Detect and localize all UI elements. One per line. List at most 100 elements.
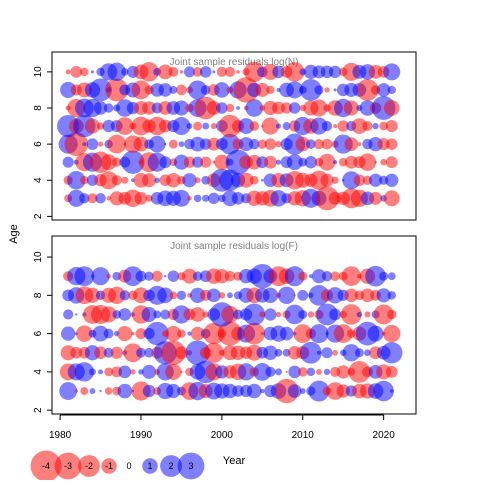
residual-bubble [356,78,379,101]
residual-bubble [157,287,174,304]
residual-bubble [60,81,77,98]
residual-bubble [330,271,340,282]
residual-bubble [225,103,235,113]
residual-bubble [236,106,240,110]
residual-bubble [86,138,99,150]
y-tick-label: 8 [33,292,44,298]
residual-bubble [203,342,224,363]
residual-bubble [166,172,181,188]
residual-bubble [332,349,338,356]
residual-bubble [115,117,134,135]
residual-bubble [298,157,308,167]
residual-bubble [324,87,330,93]
residual-bubble [148,135,166,153]
residual-bubble [288,365,301,379]
residual-bubble [287,384,302,398]
residual-bubble [185,340,210,366]
residual-bubble [76,325,93,342]
residual-bubble [379,271,389,281]
residual-bubble [389,389,394,393]
residual-bubble [97,141,104,147]
residual-bubble [295,136,310,152]
residual-bubble [111,175,122,186]
residual-bubble [249,175,259,185]
residual-bubble [357,142,362,147]
residual-bubble [175,346,188,360]
residual-bubble [177,329,186,338]
residual-bubble [82,142,87,147]
residual-bubble [316,303,338,326]
residual-bubble [151,270,163,282]
residual-bubble [119,290,130,301]
residual-bubble [173,154,189,170]
residual-bubble [259,311,266,318]
residual-bubble [79,193,90,204]
residual-bubble [305,139,316,149]
residual-bubble [364,349,371,357]
residual-bubble [293,324,313,344]
residual-bubble [206,288,221,303]
residual-bubble [80,176,89,185]
residual-bubble [93,101,108,115]
residual-bubble [190,307,205,322]
residual-bubble [87,193,98,204]
residual-bubble [321,347,333,359]
legend-label: -3 [64,461,72,471]
residual-bubble [176,84,187,96]
residual-bubble [385,156,398,169]
residual-bubble [298,309,308,319]
residual-bubble [63,309,74,320]
residual-bubble [214,154,230,170]
residual-bubble [218,292,226,299]
residual-bubble [121,150,145,174]
residual-bubble [99,171,118,190]
residual-bubble [280,102,293,114]
residual-bubble [311,269,327,284]
residual-bubble [130,369,136,375]
residual-bubble [362,120,373,132]
y-tick-label: 6 [33,330,44,336]
residual-bubble [321,120,333,132]
residual-bubble [248,138,260,150]
residual-bubble [387,85,396,95]
residual-bubble [297,289,309,301]
residual-bubble [298,271,308,281]
residual-bubble [365,265,386,287]
residual-bubble [373,304,394,325]
residual-bubble [304,156,318,169]
residual-bubble [333,88,337,92]
residual-bubble [74,389,78,393]
y-tick-label: 6 [33,141,44,147]
panel-title: Joint sample residuals log(F) [170,241,298,252]
residual-bubble [90,70,94,74]
residual-bubble [308,380,330,402]
residual-bubble [131,80,151,100]
residual-bubble [369,191,383,205]
residual-bubble [331,176,339,184]
residual-bubble [92,325,109,342]
residual-bubble [80,67,89,77]
residual-bubble [333,160,338,165]
residual-bubble [169,291,178,300]
panel-1: Joint sample residuals log(N) 2 4 6 8 10 [33,51,417,221]
residual-bubble [282,122,291,131]
residual-bubble [367,325,384,342]
residual-bubble [286,154,303,171]
residual-bubble [239,137,254,152]
residual-bubble [353,174,366,187]
residual-bubble [188,80,208,100]
residual-bubble [65,69,71,75]
residual-bubble [182,173,197,188]
x-tick-label: 2020 [373,430,396,441]
residual-bubble [299,388,306,394]
residual-bubble [167,270,180,282]
residual-bubble [153,310,162,319]
legend-label: -1 [105,461,113,471]
residual-bubble [314,85,324,95]
residual-bubble [321,138,333,150]
residual-bubble [112,310,122,319]
residual-bubble [253,362,272,381]
residual-bubble [266,85,275,95]
residual-bubble [139,62,159,82]
residual-bubble [91,267,110,286]
